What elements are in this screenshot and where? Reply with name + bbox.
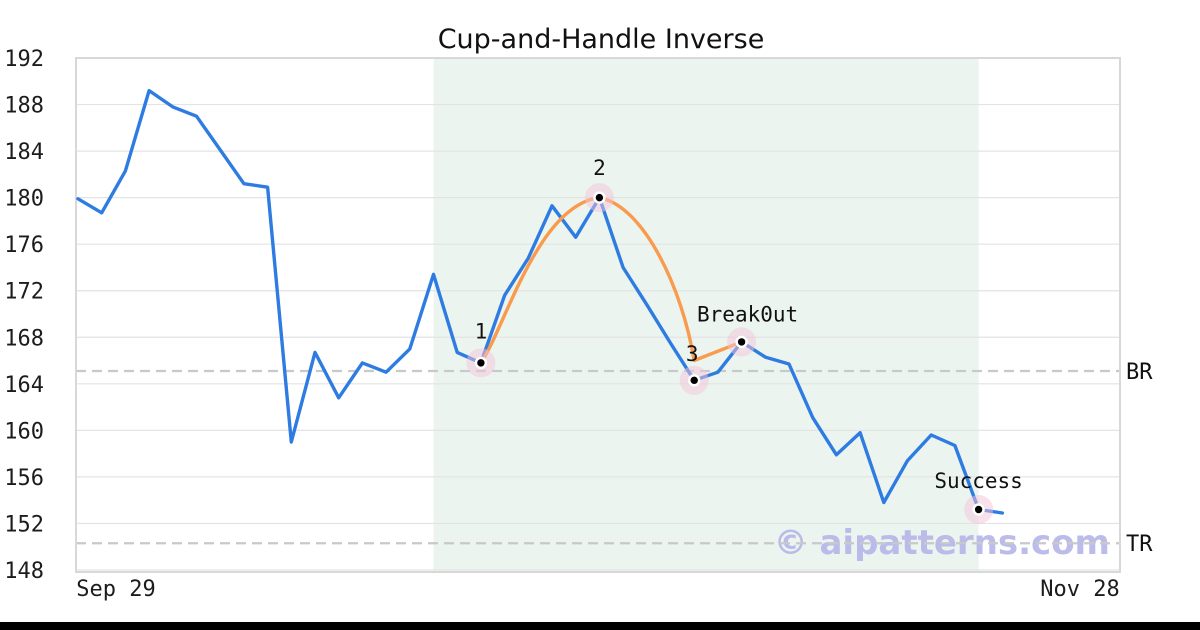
marker-dot-1: [477, 359, 485, 367]
chart-title: Cup-and-Handle Inverse: [438, 24, 765, 55]
markers-layer: [466, 183, 994, 524]
marker-dot-2: [595, 193, 604, 202]
y-tick-label-160: 160: [4, 419, 44, 444]
plot-border-layer: [75, 57, 1121, 573]
marker-label-3: 3: [686, 342, 699, 366]
dashed-levels-layer: [76, 369, 1120, 545]
y-tick-label-188: 188: [4, 94, 44, 119]
marker-dot-3: [690, 376, 698, 385]
marker-labels-layer: 1 2 3 Break0ut Success: [475, 156, 1023, 493]
y-tick-labels: 192 188 184 180 176 172 168 164 160 156 152 148: [4, 47, 44, 584]
br-level-label: BR: [1126, 360, 1153, 385]
marker-label-Break0ut: Break0ut: [697, 302, 798, 326]
marker-dot-Break0ut: [737, 338, 746, 346]
marker-label-Success: Success: [934, 469, 1023, 493]
price-line: [76, 88, 1004, 515]
y-tick-label-172: 172: [4, 280, 44, 305]
y-tick-label-164: 164: [4, 373, 44, 398]
marker-label-2: 2: [593, 156, 606, 180]
plot-border: [75, 57, 1121, 573]
tr-level-label: TR: [1126, 532, 1153, 557]
gridlines-layer: [76, 57, 1120, 571]
y-tick-label-184: 184: [4, 140, 44, 165]
shaded-region-layer: [433, 59, 979, 571]
y-tick-label-180: 180: [4, 187, 44, 212]
bottom-black-bar: [0, 622, 1200, 630]
y-tick-label-192: 192: [4, 47, 44, 72]
marker-label-1: 1: [475, 319, 488, 343]
y-tick-label-148: 148: [4, 559, 44, 584]
y-tick-label-176: 176: [4, 233, 44, 258]
pattern-shaded-region: [433, 59, 979, 571]
y-tick-label-152: 152: [4, 512, 44, 537]
y-tick-label-168: 168: [4, 326, 44, 351]
price-line-layer: [76, 88, 1004, 515]
x-tick-label-start: Sep 29: [76, 577, 155, 602]
x-tick-label-end: Nov 28: [1040, 577, 1119, 602]
marker-dot-Success: [974, 505, 983, 514]
y-tick-label-156: 156: [4, 466, 44, 491]
